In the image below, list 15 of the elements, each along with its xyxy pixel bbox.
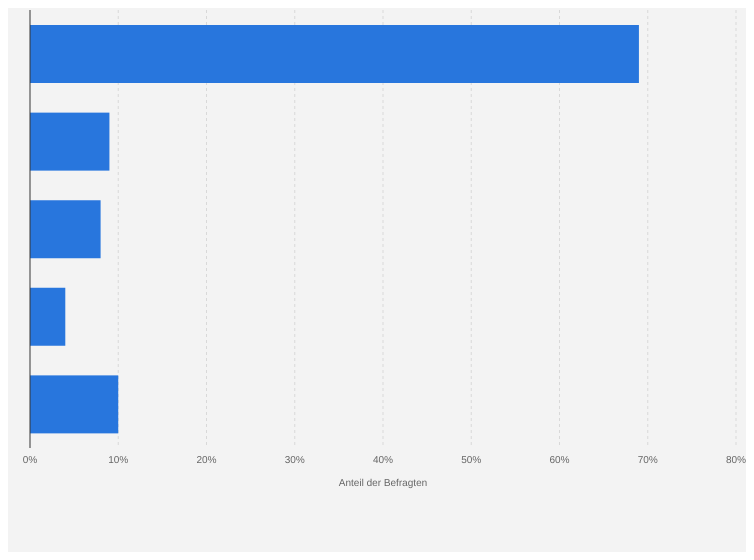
x-tick-label: 40%: [372, 455, 394, 466]
x-tick-label: 80%: [726, 455, 746, 466]
bar: [30, 200, 101, 258]
x-axis-title: Anteil der Befragten: [338, 478, 428, 489]
bar: [30, 25, 639, 83]
x-tick-label: 50%: [461, 455, 482, 466]
bar: [30, 288, 66, 346]
x-tick-label: 20%: [196, 455, 217, 466]
bar: [30, 375, 118, 434]
x-tick-label: 0%: [22, 455, 38, 466]
x-tick-label: 60%: [549, 455, 570, 466]
x-tick-label: 70%: [638, 455, 658, 466]
bar: [30, 112, 110, 171]
x-tick-label: 10%: [108, 455, 128, 466]
x-tick-label: 30%: [284, 455, 305, 466]
